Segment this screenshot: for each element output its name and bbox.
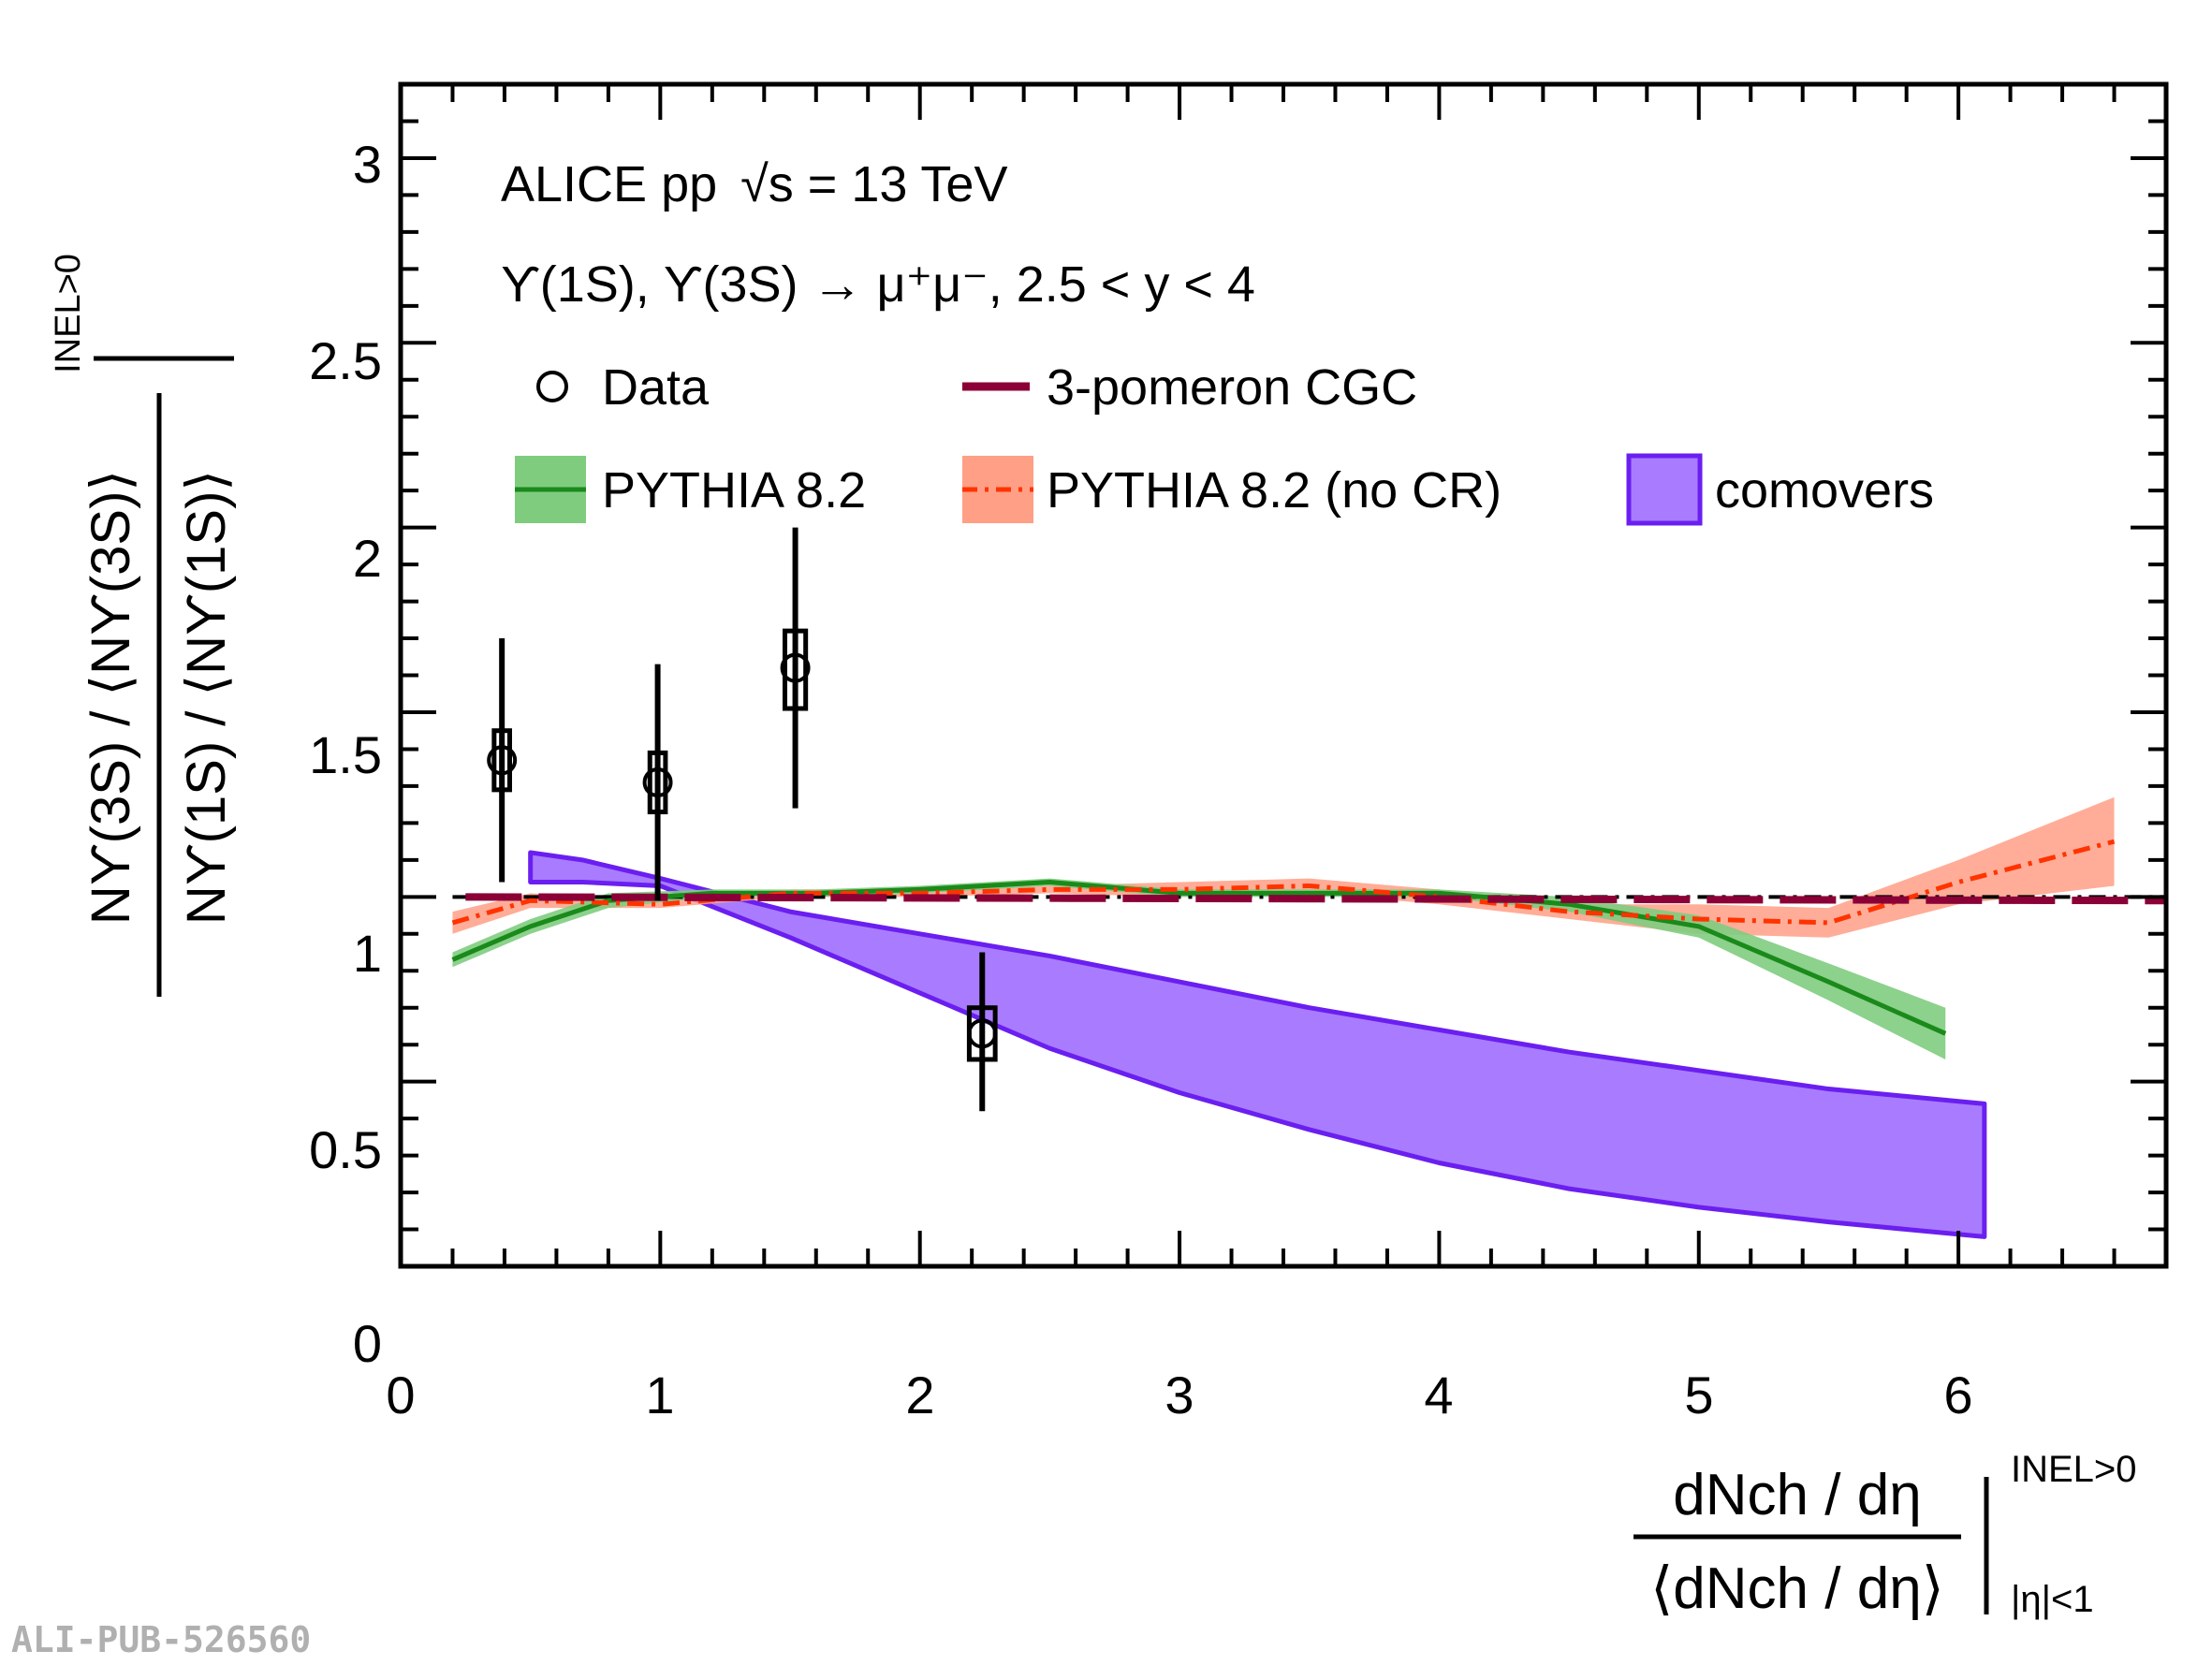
data-marker: [967, 1018, 998, 1049]
legend-label-data: Data: [602, 359, 710, 416]
legend: Data 3-pomeron CGC PYTHIA 8.2 PYTHIA 8.2…: [515, 359, 1934, 526]
y-tick-labels: 0 0.5 1 1.5 2 2.5 3: [309, 135, 382, 1373]
x-axis-title: dNch / dη ⟨dNch / dη⟩ INEL>0 |η|<1: [1633, 1449, 2137, 1621]
data-sys-box: [647, 750, 668, 815]
y-axis-title-denominator: Nϒ(1S) / ⟨Nϒ(1S)⟩: [176, 470, 237, 925]
legend-entry-comovers: comovers: [1626, 453, 1934, 526]
legend-label-comovers: comovers: [1715, 462, 1934, 518]
data-point: [966, 952, 998, 1112]
experiment-label: ALICE pp √s = 13 TeV: [501, 156, 1007, 212]
x-tick-label: 1: [645, 1366, 674, 1424]
legend-label-cgc: 3-pomeron CGC: [1047, 359, 1417, 416]
data-point: [642, 664, 673, 901]
y-tick-label: 2.5: [309, 331, 382, 390]
x-tick-labels: 0 1 2 3 4 5 6: [386, 1366, 1972, 1424]
y-tick-label: 2: [353, 529, 382, 588]
x-tick-label: 6: [1943, 1366, 1972, 1424]
x-axis-title-sup: INEL>0: [2011, 1449, 2137, 1490]
data-marker: [780, 652, 811, 683]
series-layer: [451, 527, 2167, 1239]
x-axis-title-numerator: dNch / dη: [1673, 1463, 1921, 1527]
data-point: [487, 638, 518, 883]
legend-label-pythia-nocr: PYTHIA 8.2 (no CR): [1047, 462, 1502, 518]
process-label: ϒ(1S), ϒ(3S) → μ⁺μ⁻, 2.5 < y < 4: [501, 256, 1255, 313]
data-sys-box: [782, 628, 809, 711]
legend-entry-pythia-nocr: PYTHIA 8.2 (no CR): [962, 456, 1502, 523]
x-axis-title-denominator: ⟨dNch / dη⟩: [1650, 1556, 1944, 1621]
x-tick-label: 0: [386, 1366, 415, 1424]
legend-entry-cgc: 3-pomeron CGC: [962, 359, 1417, 416]
x-tick-label: 4: [1424, 1366, 1453, 1424]
data-sys-box: [491, 728, 512, 793]
x-tick-label: 2: [905, 1366, 934, 1424]
comovers-band: [528, 850, 1987, 1239]
pythia-nocr-line: [451, 839, 2116, 926]
data-marker: [487, 745, 518, 776]
y-axis-title: Nϒ(3S) / ⟨Nϒ(3S)⟩ Nϒ(1S) / ⟨Nϒ(1S)⟩ INEL…: [49, 254, 237, 997]
legend-entry-pythia: PYTHIA 8.2: [515, 456, 866, 523]
watermark: ALI-PUB-526560: [11, 1619, 311, 1660]
x-tick-label: 5: [1684, 1366, 1713, 1424]
y-tick-label: 1: [353, 924, 382, 983]
legend-label-pythia: PYTHIA 8.2: [602, 462, 866, 518]
y-axis-title-numerator: Nϒ(3S) / ⟨Nϒ(3S)⟩: [81, 470, 141, 925]
data-point: [780, 527, 811, 809]
legend-marker-comovers: [1626, 453, 1703, 526]
data-marker: [642, 767, 673, 797]
legend-entry-data: Data: [536, 359, 710, 416]
legend-marker-data: [536, 371, 568, 402]
y-tick-label: 0.5: [309, 1120, 382, 1179]
x-axis-title-sub: |η|<1: [2011, 1579, 2094, 1620]
y-tick-label: 0: [353, 1314, 382, 1373]
x-tick-label: 3: [1165, 1366, 1194, 1424]
y-axis-title-sup: INEL>0: [49, 254, 88, 373]
y-tick-label: 3: [353, 135, 382, 194]
cgc-line: [465, 893, 2167, 905]
pythia-nocr-band: [452, 796, 2115, 938]
plot-frame: [398, 81, 2169, 1269]
y-tick-label: 1.5: [309, 725, 382, 784]
tick-layer: [399, 82, 2168, 1268]
